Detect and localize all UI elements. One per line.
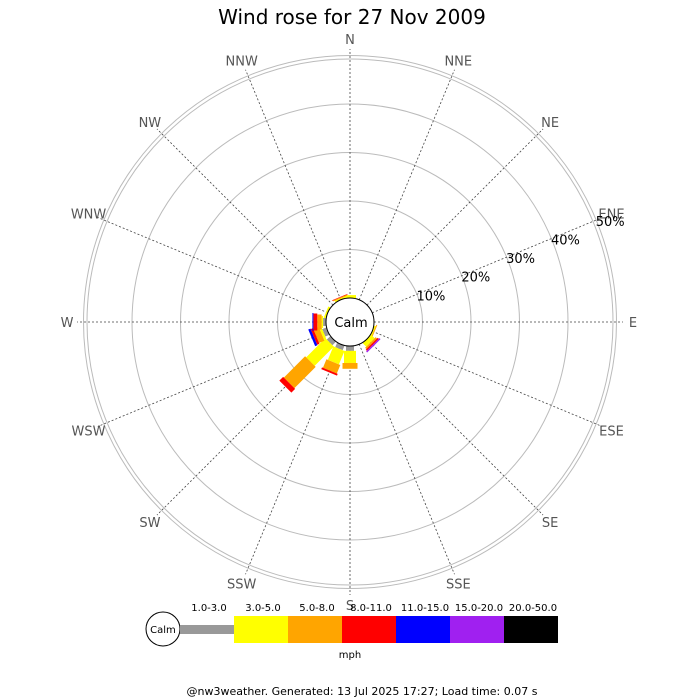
direction-labels: N NNE NE ENE E ESE SE SSE S SSW SW WSW W WNW NW NNW	[61, 33, 638, 614]
wind-bars	[279, 293, 381, 393]
legend-label-20.0-50.0: 20.0-50.0	[509, 603, 557, 614]
chart-title: Wind rose for 27 Nov 2009	[218, 5, 486, 29]
bar-ese-3.0-5.0	[369, 325, 376, 338]
spoke-sse	[358, 344, 455, 575]
legend-unit: mph	[339, 650, 361, 661]
bar-w-11.0-15.0	[312, 313, 314, 331]
bar-ssw-1.0-3.0	[335, 342, 345, 351]
bar-ese-5.0-8.0	[370, 324, 378, 340]
legend-swatch-1.0-3.0	[180, 625, 234, 634]
direction-label-ene: ENE	[598, 208, 624, 223]
bar-ssw-3.0-5.0	[327, 346, 345, 365]
bar-ssw-5.0-8.0	[322, 359, 341, 374]
legend-label-15.0-20.0: 15.0-20.0	[455, 603, 503, 614]
grid-ring-50	[83, 55, 617, 589]
calm-circle	[325, 297, 375, 347]
bar-s-5.0-8.0	[342, 362, 358, 369]
bar-wsw-8.0-11.0	[310, 328, 320, 345]
direction-label-nne: NNE	[444, 55, 472, 70]
direction-label-nw: NW	[139, 116, 162, 131]
ring-labels: 10% 20% 30% 40% 50%	[417, 215, 625, 304]
bar-wsw-1.0-3.0	[322, 327, 330, 337]
bar-wsw-5.0-8.0	[313, 326, 325, 343]
direction-label-sw: SW	[139, 516, 160, 531]
direction-label-ese: ESE	[599, 424, 624, 439]
direction-label-se: SE	[542, 516, 558, 531]
bar-w-1.0-3.0	[323, 318, 326, 326]
direction-label-n: N	[345, 33, 355, 48]
ring-label-20: 20%	[461, 271, 490, 286]
ring-label-50: 50%	[596, 215, 625, 230]
ring-label-40: 40%	[551, 234, 580, 249]
legend-label-11.0-15.0: 11.0-15.0	[401, 603, 449, 614]
direction-label-e: E	[629, 316, 637, 331]
calm-label: Calm	[334, 316, 367, 331]
direction-label-sse: SSE	[446, 577, 471, 592]
direction-label-nnw: NNW	[226, 55, 258, 70]
ring-label-10: 10%	[417, 289, 446, 304]
legend-label-8.0-11.0: 8.0-11.0	[350, 603, 392, 614]
bar-se-3.0-5.0	[362, 334, 375, 347]
legend: Calm 1.0-3.0 3.0-5.0 5.0-8.0 8.0-11.0 11.0-1…	[145, 603, 558, 661]
bar-nnw-5.0-8.0	[332, 294, 348, 302]
bar-s-3.0-5.0	[344, 350, 356, 363]
legend-bins: 1.0-3.0 3.0-5.0 5.0-8.0 8.0-11.0 11.0-15.0 15…	[180, 603, 558, 643]
spoke-nw	[156, 128, 334, 306]
bar-wsw-3.0-5.0	[319, 327, 327, 340]
ring-label-30: 30%	[506, 252, 535, 267]
bar-w-3.0-5.0	[321, 316, 324, 328]
bar-w-8.0-11.0	[313, 313, 318, 331]
bar-wsw-11.0-15.0	[308, 328, 318, 347]
bar-se-5.0-8.0	[365, 337, 378, 350]
bar-nnw-8.0-11.0	[331, 293, 348, 301]
bar-n-3.0-5.0	[344, 295, 356, 298]
spoke-se	[366, 338, 544, 516]
bar-w-5.0-8.0	[317, 314, 322, 330]
direction-label-w: W	[61, 316, 74, 331]
legend-label-5.0-8.0: 5.0-8.0	[299, 603, 334, 614]
legend-swatch-20.0-50.0	[504, 616, 558, 643]
spoke-nne	[358, 69, 455, 300]
legend-swatch-11.0-15.0	[396, 616, 450, 643]
direction-label-s: S	[346, 599, 354, 614]
legend-calm-label: Calm	[150, 625, 176, 636]
direction-label-ne: NE	[541, 116, 559, 131]
direction-label-wnw: WNW	[71, 208, 107, 223]
spoke-ene	[372, 217, 603, 314]
bar-sw-3.0-5.0	[306, 338, 334, 366]
footer-text: @nw3weather. Generated: 13 Jul 2025 17:2…	[187, 685, 538, 698]
bar-se-15.0-20.0	[366, 338, 381, 353]
legend-swatch-8.0-11.0	[342, 616, 396, 643]
bar-wnw-3.0-5.0	[323, 306, 331, 319]
bar-sw-8.0-11.0	[279, 376, 296, 393]
bar-nnw-3.0-5.0	[334, 296, 347, 303]
bar-sw-5.0-8.0	[283, 356, 316, 389]
direction-label-ssw: SSW	[227, 577, 257, 592]
legend-swatch-5.0-8.0	[288, 616, 342, 643]
legend-swatch-15.0-20.0	[450, 616, 504, 643]
direction-spokes	[77, 49, 623, 595]
spoke-ese	[372, 330, 603, 427]
spoke-wsw	[97, 330, 328, 427]
spoke-ne	[366, 128, 544, 306]
bar-se-8.0-11.0	[365, 337, 379, 351]
bar-ssw-8.0-11.0	[321, 367, 338, 376]
legend-label-3.0-5.0: 3.0-5.0	[245, 603, 280, 614]
legend-label-1.0-3.0: 1.0-3.0	[191, 603, 226, 614]
legend-swatch-3.0-5.0	[234, 616, 288, 643]
grid-ring-outer	[86, 58, 614, 586]
spoke-nnw	[245, 69, 342, 300]
direction-label-wsw: WSW	[72, 424, 106, 439]
spoke-ssw	[245, 344, 342, 575]
spoke-wnw	[97, 217, 328, 314]
bar-s-1.0-3.0	[346, 346, 354, 351]
bar-sw-1.0-3.0	[326, 336, 336, 346]
